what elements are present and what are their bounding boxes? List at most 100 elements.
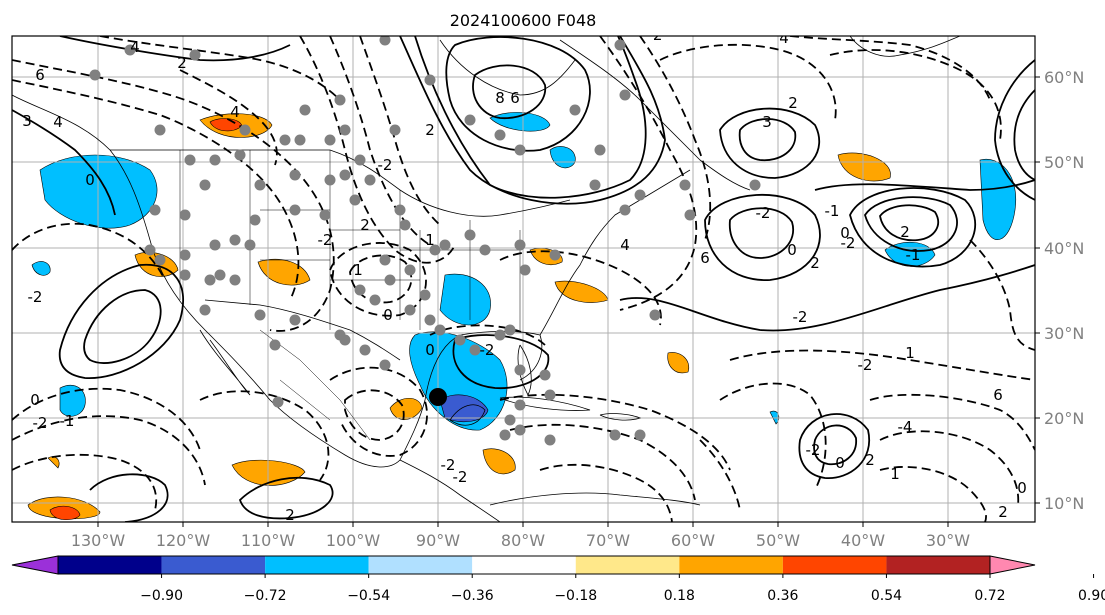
contour-dashed-west-2 <box>12 79 300 301</box>
grey-marker <box>239 124 251 136</box>
contour-label: 4 <box>620 236 630 254</box>
contour-dashed-mexico-2 <box>329 366 428 457</box>
contour-label: -4 <box>898 418 913 436</box>
shade-purple-gulf <box>439 394 489 423</box>
contour-label: 6 <box>35 66 45 84</box>
contour-label: -2 <box>841 234 856 252</box>
contour-label: 0 <box>787 241 797 259</box>
contour-dashed-caribbean-3 <box>539 463 673 522</box>
longitude-ticks: 130°W 120°W 110°W 100°W 90°W 80°W 70°W 60°W 50°W… <box>71 522 970 550</box>
contour-dashed-atl-s4 <box>879 430 1020 506</box>
contour-solid-mid-atl <box>704 194 821 281</box>
grey-marker <box>319 209 331 221</box>
contours-dashed <box>12 36 1035 522</box>
shade-orange-caribbean <box>482 448 516 475</box>
contour-dashed-caribbean-1 <box>499 393 731 471</box>
lat-tick-label: 20°N <box>1044 409 1084 428</box>
contour-dashed-se-us <box>499 250 662 326</box>
grey-marker <box>154 254 166 266</box>
colorbar-tick-label: 0.54 <box>871 588 902 604</box>
contour-label: 4 <box>230 103 240 121</box>
colorbar-segment <box>472 556 576 574</box>
contour-label: -2 <box>378 156 393 174</box>
grey-marker <box>419 289 431 301</box>
lon-tick-label: 90°W <box>416 531 460 550</box>
grey-marker <box>179 209 191 221</box>
contour-label: -2 <box>453 468 468 486</box>
contour-label: -2 <box>756 204 771 222</box>
contour-label: -1 <box>825 202 840 220</box>
colorbar: −0.90 −0.72 −0.54 −0.36 −0.18 0.18 0.36 0.54 0.7… <box>11 555 1105 604</box>
contour-dashed-atl-s3 <box>869 393 1035 451</box>
lon-tick-label: 80°W <box>501 531 545 550</box>
grey-marker <box>364 174 376 186</box>
contour-label: 0 <box>425 341 435 359</box>
grey-marker <box>514 364 526 376</box>
contour-label: 1 <box>425 231 435 249</box>
contour-dashed-atl-s6 <box>879 466 987 522</box>
contour-solid-east-atl-3 <box>879 204 940 242</box>
contour-solid-north-pacific <box>59 36 291 62</box>
contour-dashed-west-1 <box>12 59 335 332</box>
lon-tick-label: 60°W <box>671 531 715 550</box>
grey-marker <box>234 149 246 161</box>
coastline-yucatan <box>449 404 486 426</box>
contour-label: 0 <box>30 391 40 409</box>
grey-marker <box>199 179 211 191</box>
shade-blue-small-1 <box>31 261 51 276</box>
grey-station-markers <box>89 36 761 446</box>
contour-dashed-central-1 <box>299 36 456 264</box>
grey-marker <box>289 314 301 326</box>
contour-solid-trough-east-2 <box>414 36 647 199</box>
contour-dashed-atl-s2 <box>719 382 827 491</box>
coastline-hudson-bay <box>439 39 576 96</box>
grey-marker <box>499 429 511 441</box>
shade-blue-canada-1 <box>489 112 551 132</box>
contour-label: -2 <box>318 231 333 249</box>
colorbar-tick-label: −0.54 <box>347 588 390 604</box>
grey-marker <box>544 389 556 401</box>
grey-marker <box>514 399 526 411</box>
contour-label: -2 <box>480 341 495 359</box>
grey-marker <box>269 339 281 351</box>
lon-tick-label: 40°W <box>841 531 885 550</box>
colorbar-frame <box>57 555 991 575</box>
contour-solid-atl-low-inner <box>738 118 797 162</box>
grey-marker <box>514 424 526 436</box>
lat-tick-label: 40°N <box>1044 239 1084 258</box>
coastline-east-us <box>539 169 691 336</box>
shade-orange-atl-small <box>667 352 690 374</box>
grey-marker <box>569 104 581 116</box>
grey-marker <box>404 304 416 316</box>
grey-marker <box>504 324 516 336</box>
grey-marker <box>204 274 216 286</box>
shade-orange-small <box>47 456 60 469</box>
grey-marker <box>179 269 191 281</box>
grey-marker <box>354 154 366 166</box>
grey-marker <box>424 74 436 86</box>
lat-tick-label: 50°N <box>1044 153 1084 172</box>
grey-marker <box>609 429 621 441</box>
contour-label: 2 <box>425 121 435 139</box>
colorbar-segment <box>886 556 990 574</box>
grey-marker <box>424 314 436 326</box>
grey-marker <box>549 249 561 261</box>
grey-marker <box>634 189 646 201</box>
grey-marker <box>339 169 351 181</box>
grey-marker <box>514 239 526 251</box>
contour-dashed-n-atl <box>829 49 1002 141</box>
coastline-central-america <box>399 459 501 522</box>
contour-label: 2 <box>177 54 187 72</box>
grey-marker <box>214 269 226 281</box>
contour-label: 1 <box>890 465 900 483</box>
contour-label: 4 <box>779 29 789 47</box>
black-marker <box>429 388 447 406</box>
coastline-south-america <box>489 492 701 506</box>
grey-marker <box>294 134 306 146</box>
grey-marker <box>379 254 391 266</box>
grey-marker <box>464 114 476 126</box>
contour-label: -2 <box>858 356 873 374</box>
colorbar-segment <box>679 556 783 574</box>
